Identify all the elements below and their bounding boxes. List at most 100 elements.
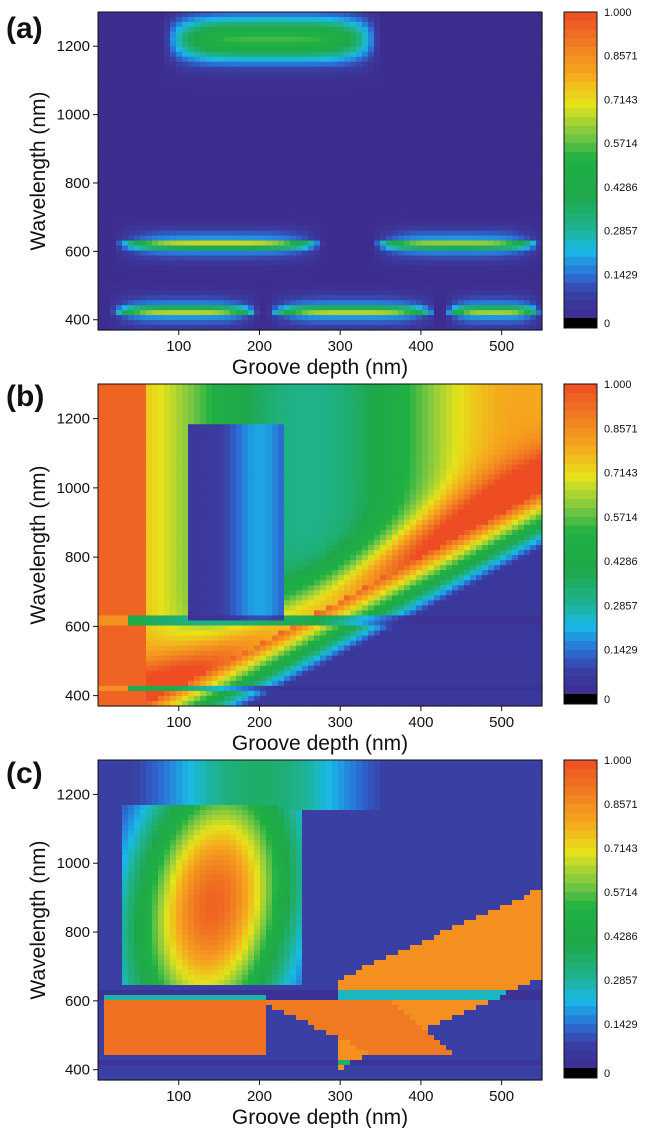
heatmap-cell <box>164 225 171 232</box>
heatmap-cell <box>296 255 303 262</box>
heatmap-cell <box>416 86 423 93</box>
heatmap-cell <box>392 210 399 217</box>
heatmap-cell <box>332 126 339 132</box>
heatmap-cell <box>506 290 513 296</box>
heatmap-cell <box>452 240 459 247</box>
heatmap-cell <box>536 166 543 172</box>
heatmap-cell <box>116 235 123 242</box>
heatmap-cell <box>98 529 105 536</box>
heatmap-cell <box>518 270 525 276</box>
heatmap-cell <box>404 265 411 271</box>
heatmap-cell <box>476 270 483 276</box>
colorbar-swatch <box>564 64 597 74</box>
heatmap-cell <box>434 310 441 316</box>
heatmap-cell <box>440 305 447 311</box>
heatmap-cell <box>518 205 525 212</box>
heatmap-cell <box>350 56 357 63</box>
heatmap-cell <box>326 12 333 18</box>
heatmap-cell <box>308 185 315 192</box>
heatmap-cell <box>488 116 495 122</box>
heatmap-cell <box>224 131 231 137</box>
heatmap-cell <box>440 210 447 217</box>
heatmap-cell <box>464 280 471 286</box>
heatmap-cell <box>362 305 369 311</box>
heatmap-cell <box>98 429 105 435</box>
heatmap-cell <box>488 101 495 108</box>
heatmap-cell <box>392 116 399 122</box>
heatmap-cell <box>170 230 177 237</box>
heatmap-cell <box>314 290 321 296</box>
heatmap-cell <box>470 310 477 316</box>
heatmap-cell <box>320 131 327 137</box>
heatmap-cell <box>110 126 117 132</box>
heatmap-cell <box>236 161 243 167</box>
heatmap-cell <box>362 235 369 242</box>
heatmap-cell <box>458 66 465 73</box>
heatmap-cell <box>164 36 171 43</box>
heatmap-cell <box>224 280 231 286</box>
heatmap-cell <box>122 71 129 78</box>
heatmap-cell <box>218 111 225 117</box>
heatmap-cell <box>530 66 537 73</box>
heatmap-cell <box>230 320 237 326</box>
heatmap-cell <box>386 190 393 197</box>
colorbar-swatch <box>564 230 597 240</box>
heatmap-cell <box>446 31 453 38</box>
heatmap-cell <box>326 131 333 137</box>
heatmap-cell <box>122 76 129 83</box>
heatmap-cell <box>212 71 219 78</box>
heatmap-cell <box>536 215 543 222</box>
heatmap-cell <box>308 156 315 162</box>
heatmap-cell <box>338 41 345 48</box>
heatmap-cell <box>440 156 447 162</box>
heatmap-cell <box>182 16 189 23</box>
heatmap-cell <box>356 146 363 152</box>
heatmap-cell <box>128 156 135 162</box>
heatmap-cell <box>320 126 327 132</box>
heatmap-cell <box>284 195 291 202</box>
heatmap-cell <box>380 300 387 306</box>
heatmap-cell <box>170 61 177 68</box>
heatmap-cell <box>434 185 441 192</box>
heatmap-cell <box>428 305 435 311</box>
heatmap-cell <box>170 270 177 276</box>
heatmap-cell <box>350 16 357 23</box>
heatmap-cell <box>464 260 471 267</box>
heatmap-cell <box>248 31 255 38</box>
heatmap-cell <box>374 215 381 222</box>
heatmap-cell <box>146 205 153 212</box>
heatmap-cell <box>242 91 249 98</box>
heatmap-cell <box>104 146 111 152</box>
heatmap-cell <box>314 146 321 152</box>
heatmap-cell <box>116 175 123 182</box>
heatmap-cell <box>98 220 105 227</box>
heatmap-cell <box>374 26 381 33</box>
heatmap-cell <box>218 220 225 227</box>
heatmap-cell <box>434 96 441 103</box>
heatmap-cell <box>434 285 441 291</box>
heatmap-cell <box>266 210 273 217</box>
heatmap-cell <box>128 200 135 207</box>
heatmap-cell <box>206 260 213 267</box>
heatmap-cell <box>476 320 483 326</box>
heatmap-cell <box>200 190 207 197</box>
heatmap-cell <box>332 61 339 68</box>
heatmap-cell <box>116 46 123 53</box>
heatmap-cell <box>368 200 375 207</box>
heatmap-cell <box>104 101 111 108</box>
heatmap-cell <box>476 161 483 167</box>
heatmap-cell <box>266 81 273 88</box>
heatmap-cell <box>104 615 111 622</box>
heatmap-cell <box>140 131 147 137</box>
heatmap-cell <box>422 131 429 137</box>
heatmap-cell <box>380 270 387 276</box>
heatmap-cell <box>164 295 171 301</box>
heatmap-cell <box>470 66 477 73</box>
heatmap-cell <box>374 71 381 78</box>
heatmap-cell <box>518 166 525 172</box>
heatmap-cell <box>140 290 147 296</box>
heatmap-cell <box>410 51 417 58</box>
heatmap-cell <box>416 41 423 48</box>
heatmap-cell <box>290 230 297 237</box>
heatmap-cell <box>272 180 279 187</box>
